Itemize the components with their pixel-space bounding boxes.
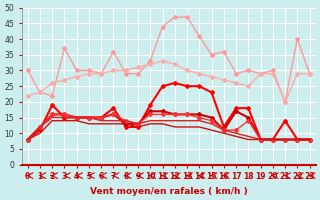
- X-axis label: Vent moyen/en rafales ( km/h ): Vent moyen/en rafales ( km/h ): [90, 187, 248, 196]
